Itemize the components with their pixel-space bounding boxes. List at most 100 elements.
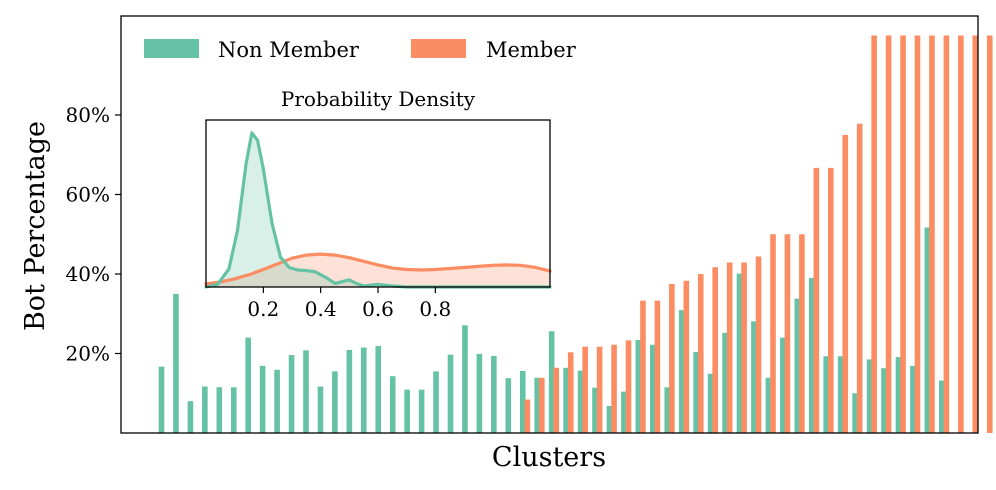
legend-label-non-member: Non Member xyxy=(218,38,360,62)
y-axis-label: Bot Percentage xyxy=(20,121,51,331)
bar-non-member-3 xyxy=(187,401,194,433)
bar-non-member-45 xyxy=(794,298,801,433)
bar-member-37 xyxy=(683,280,690,433)
bar-non-member-2 xyxy=(173,293,179,434)
legend-swatch-non-member xyxy=(144,39,199,58)
bar-non-member-11 xyxy=(303,350,309,433)
bar-member-56 xyxy=(958,35,964,433)
density-inset: Probability Density 0.2 0.4 0.6 0.8 xyxy=(204,87,552,321)
bar-member-54 xyxy=(929,35,935,433)
bar-non-member-16 xyxy=(375,345,382,433)
density-line-non-member xyxy=(204,131,552,289)
bar-member-33 xyxy=(625,340,632,433)
bar-member-52 xyxy=(900,35,906,433)
bar-non-member-48 xyxy=(837,356,844,433)
plot-frame xyxy=(120,15,979,434)
bar-member-48 xyxy=(842,134,849,434)
y-tick-label: 20% xyxy=(66,342,110,366)
bar-non-member-47 xyxy=(823,356,829,433)
bar-non-member-22 xyxy=(462,325,468,433)
bar-non-member-54 xyxy=(924,227,931,433)
bar-member-53 xyxy=(914,35,921,433)
inset-curves xyxy=(204,131,552,289)
inset-x-axis-ticks: 0.2 0.4 0.6 0.8 xyxy=(247,287,451,321)
bar-non-member-4 xyxy=(202,386,208,433)
bar-non-member-32 xyxy=(606,405,613,433)
bar-member-28 xyxy=(553,367,560,433)
bar-non-member-12 xyxy=(317,386,324,433)
bar-non-member-29 xyxy=(563,367,569,433)
inset-x-tick-label: 0.4 xyxy=(305,297,337,321)
bar-member-35 xyxy=(654,300,661,433)
bar-member-29 xyxy=(567,352,574,433)
bar-non-member-49 xyxy=(852,393,858,433)
inset-x-tick-label: 0.8 xyxy=(419,297,451,321)
bar-non-member-39 xyxy=(707,373,714,433)
bar-member-42 xyxy=(755,256,762,433)
bar-non-member-21 xyxy=(447,354,454,433)
y-tick-label: 40% xyxy=(66,262,110,286)
bar-non-member-37 xyxy=(678,310,685,433)
bar-non-member-13 xyxy=(332,371,338,433)
bar-member-41 xyxy=(741,262,747,433)
bar-member-27 xyxy=(539,377,545,433)
legend: Non Member Member xyxy=(144,38,577,62)
bar-member-51 xyxy=(885,35,892,433)
bar-member-26 xyxy=(524,399,531,433)
legend-label-member: Member xyxy=(486,38,577,62)
bar-non-member-53 xyxy=(910,365,916,433)
density-area-non-member xyxy=(206,132,550,287)
bar-member-40 xyxy=(726,262,733,433)
bar-member-46 xyxy=(813,167,820,433)
bar-non-member-36 xyxy=(664,387,671,433)
bar-non-member-24 xyxy=(491,355,497,433)
bar-non-member-33 xyxy=(621,391,627,433)
bar-non-member-20 xyxy=(433,371,439,433)
density-line-member xyxy=(204,252,552,286)
bar-non-member-23 xyxy=(476,353,483,433)
bar-non-member-42 xyxy=(751,321,757,433)
bar-non-member-51 xyxy=(881,368,887,433)
bar-non-member-46 xyxy=(808,277,815,433)
bar-non-member-27 xyxy=(534,377,540,433)
bar-non-member-8 xyxy=(259,365,266,433)
bar-member-39 xyxy=(712,267,718,433)
bar-member-58 xyxy=(986,35,993,433)
inset-x-tick-label: 0.6 xyxy=(362,297,394,321)
bar-non-member-7 xyxy=(245,337,251,433)
density-area-member xyxy=(206,254,550,287)
bar-non-member-28 xyxy=(548,331,555,433)
bar-non-member-31 xyxy=(592,387,598,433)
bar-non-member-52 xyxy=(895,357,902,433)
y-tick-label: 60% xyxy=(66,183,110,207)
bar-non-member-38 xyxy=(693,351,699,433)
inset-background xyxy=(206,120,550,287)
main-bars xyxy=(158,35,993,434)
y-axis-ticks: 20% 40% 60% 80% xyxy=(66,103,121,366)
bar-non-member-5 xyxy=(216,387,223,433)
bar-non-member-19 xyxy=(418,389,425,433)
bar-non-member-26 xyxy=(519,370,526,433)
legend-swatch-member xyxy=(411,39,466,58)
bar-non-member-15 xyxy=(361,347,367,433)
bar-non-member-1 xyxy=(158,366,165,433)
bar-member-57 xyxy=(972,35,979,433)
bar-member-43 xyxy=(770,234,776,433)
bar-member-44 xyxy=(784,234,791,433)
bar-member-50 xyxy=(871,35,877,433)
x-axis-label: Clusters xyxy=(492,442,606,473)
bar-member-36 xyxy=(669,283,675,433)
bar-member-47 xyxy=(828,167,834,433)
inset-title: Probability Density xyxy=(281,87,476,111)
bar-non-member-30 xyxy=(577,370,584,433)
bar-non-member-55 xyxy=(939,380,945,433)
bar-member-55 xyxy=(943,35,950,433)
bar-non-member-6 xyxy=(230,387,237,433)
bar-non-member-18 xyxy=(404,389,410,433)
bar-non-member-34 xyxy=(635,339,642,433)
bar-member-30 xyxy=(582,346,588,433)
bar-member-49 xyxy=(856,123,863,433)
bar-non-member-44 xyxy=(780,337,786,433)
bar-non-member-41 xyxy=(736,273,743,433)
